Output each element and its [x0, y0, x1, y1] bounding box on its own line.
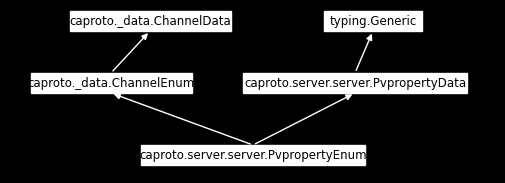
Text: caproto._data.ChannelData: caproto._data.ChannelData	[69, 14, 230, 27]
Bar	[140, 145, 365, 165]
Text: caproto._data.ChannelEnum: caproto._data.ChannelEnum	[27, 76, 194, 89]
Text: typing.Generic: typing.Generic	[329, 14, 416, 27]
Text: caproto.server.server.PvpropertyData: caproto.server.server.PvpropertyData	[243, 76, 465, 89]
Bar	[324, 11, 421, 31]
Bar	[69, 11, 230, 31]
Bar	[30, 73, 191, 93]
Text: caproto.server.server.PvpropertyEnum: caproto.server.server.PvpropertyEnum	[139, 148, 366, 162]
Bar	[242, 73, 467, 93]
